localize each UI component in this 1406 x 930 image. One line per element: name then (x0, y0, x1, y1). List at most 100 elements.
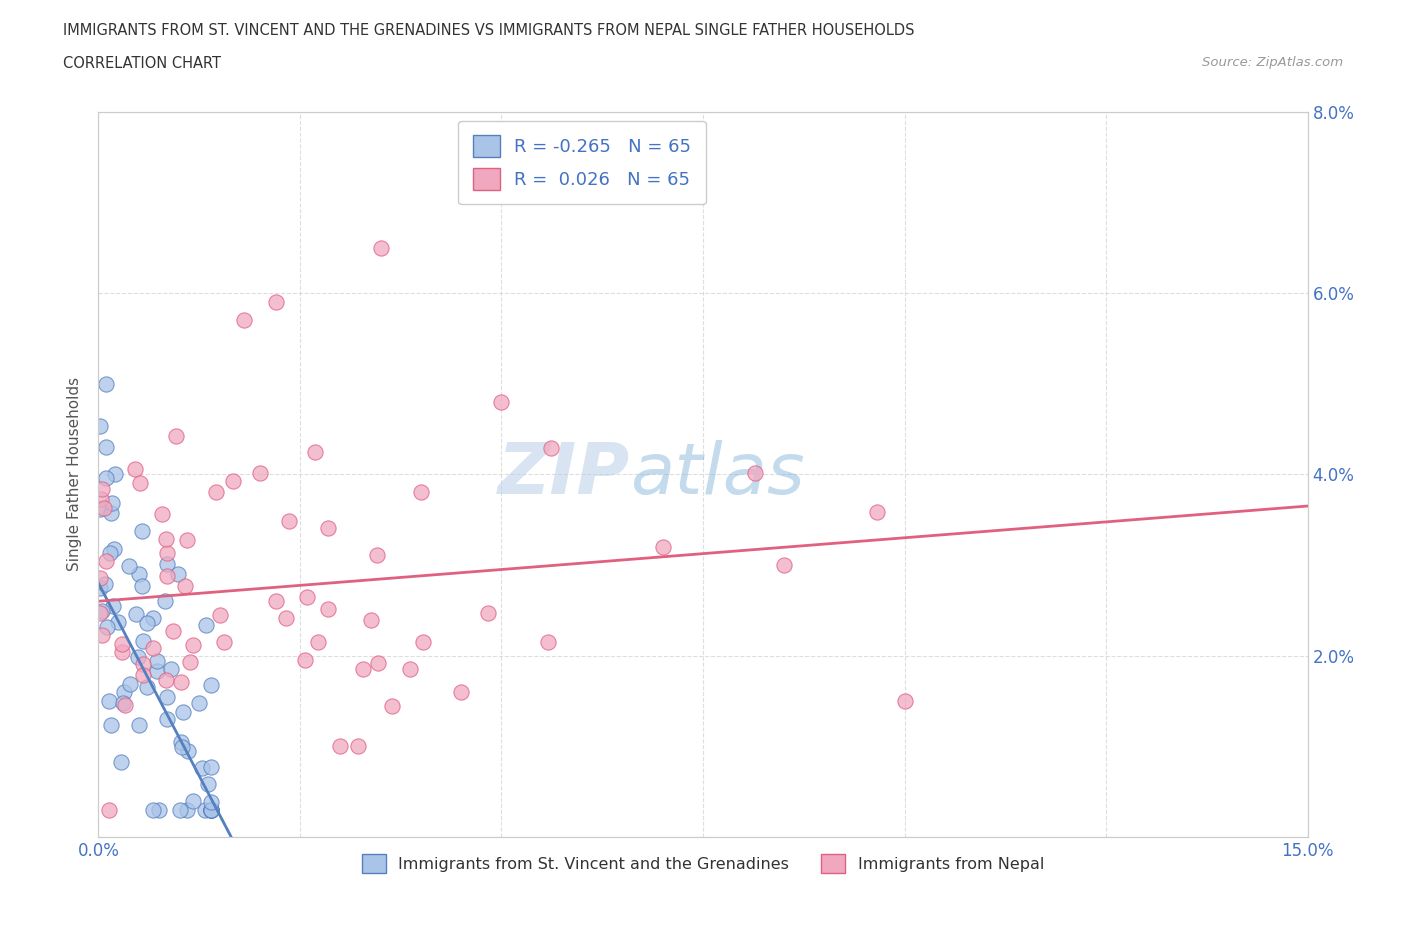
Point (169, 674, 191, 689)
Point (412, 635, 434, 650)
Point (360, 613, 382, 628)
Point (156, 556, 179, 571)
Text: atlas: atlas (630, 440, 806, 509)
Point (772, 558, 794, 573)
Point (98, 546, 121, 561)
Point (96, 440, 118, 455)
Point (90, 628, 112, 643)
Point (399, 662, 422, 677)
Point (200, 803, 222, 817)
Point (172, 704, 194, 719)
Point (200, 795, 222, 810)
Point (89, 580, 111, 595)
Point (160, 662, 183, 677)
Point (111, 637, 134, 652)
Point (146, 664, 169, 679)
Point (536, 634, 558, 649)
Point (118, 676, 141, 691)
Point (307, 634, 329, 649)
Point (477, 605, 499, 620)
Point (200, 803, 222, 817)
Point (200, 760, 222, 775)
Point (89, 571, 111, 586)
Point (94, 471, 117, 485)
Point (127, 649, 149, 664)
Point (200, 803, 222, 817)
Point (367, 655, 389, 670)
Point (89, 419, 111, 434)
Text: IMMIGRANTS FROM ST. VINCENT AND THE GRENADINES VS IMMIGRANTS FROM NEPAL SINGLE F: IMMIGRANTS FROM ST. VINCENT AND THE GREN… (63, 23, 915, 38)
Point (103, 467, 125, 482)
Point (132, 633, 155, 648)
Point (97, 693, 120, 708)
Point (181, 793, 204, 808)
Point (129, 476, 152, 491)
Legend: Immigrants from St. Vincent and the Grenadines, Immigrants from Nepal: Immigrants from St. Vincent and the Gren… (356, 847, 1050, 880)
Point (200, 803, 222, 817)
Point (370, 240, 392, 255)
Y-axis label: Single Father Households: Single Father Households (67, 378, 83, 571)
Point (450, 684, 472, 699)
Point (131, 578, 153, 593)
Point (264, 593, 287, 608)
Point (194, 803, 217, 817)
Point (176, 803, 198, 817)
Point (101, 599, 124, 614)
Point (329, 738, 352, 753)
Point (194, 618, 217, 632)
Point (150, 506, 173, 521)
Point (191, 761, 214, 776)
Point (96, 619, 118, 634)
Point (141, 611, 163, 626)
Point (366, 548, 388, 563)
Point (165, 429, 187, 444)
Point (103, 541, 125, 556)
Point (135, 616, 157, 631)
Point (107, 614, 129, 629)
Point (124, 461, 146, 476)
Point (111, 644, 134, 659)
Point (94, 577, 117, 591)
Text: ZIP: ZIP (498, 440, 630, 509)
Point (100, 505, 122, 520)
Point (89, 502, 111, 517)
Point (142, 803, 165, 817)
Point (90, 604, 112, 618)
Point (409, 485, 432, 500)
Point (128, 718, 150, 733)
Point (204, 485, 226, 499)
Point (93, 500, 115, 515)
Point (893, 694, 915, 709)
Point (278, 513, 301, 528)
Point (111, 696, 134, 711)
Point (176, 532, 198, 547)
Point (170, 735, 193, 750)
Point (316, 602, 339, 617)
Point (249, 466, 271, 481)
Point (540, 441, 562, 456)
Point (118, 558, 141, 573)
Point (744, 466, 766, 481)
Point (866, 504, 889, 519)
Point (352, 661, 374, 676)
Point (188, 696, 211, 711)
Point (89, 605, 111, 620)
Point (264, 295, 287, 310)
Point (156, 568, 179, 583)
Point (156, 689, 179, 704)
Point (197, 777, 219, 791)
Point (128, 566, 150, 581)
Point (274, 611, 297, 626)
Point (125, 606, 148, 621)
Point (96, 376, 118, 391)
Point (156, 546, 179, 561)
Point (222, 473, 245, 488)
Point (90, 481, 112, 496)
Point (169, 803, 191, 817)
Point (155, 672, 177, 687)
Point (179, 655, 201, 670)
Point (131, 657, 153, 671)
Point (162, 624, 184, 639)
Point (155, 532, 177, 547)
Point (148, 803, 170, 817)
